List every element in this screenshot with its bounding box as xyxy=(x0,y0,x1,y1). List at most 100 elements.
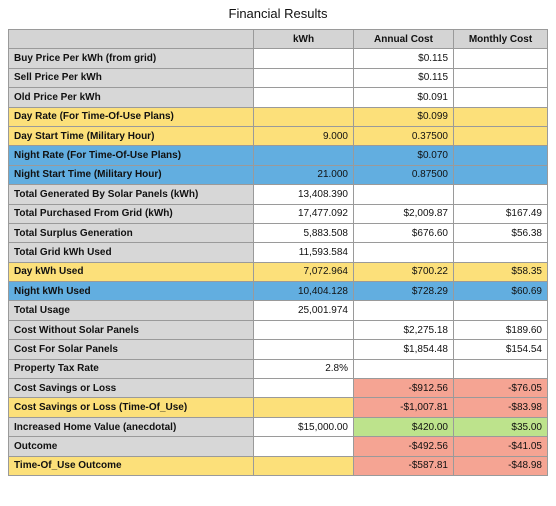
table-header-row: kWh Annual Cost Monthly Cost xyxy=(8,28,548,50)
kwh-cell: $15,000.00 xyxy=(253,416,354,438)
table-row: Cost For Solar Panels $1,854.48 $154.54 xyxy=(8,339,548,360)
row-label: Total Surplus Generation xyxy=(8,222,254,244)
row-label: Time-Of_Use Outcome xyxy=(8,455,254,476)
annual-cost-cell: $2,009.87 xyxy=(353,203,454,224)
row-label: Buy Price Per kWh (from grid) xyxy=(8,48,254,69)
annual-cost-cell: $0.091 xyxy=(353,87,454,108)
annual-cost-cell xyxy=(353,242,454,263)
monthly-cost-cell xyxy=(453,358,548,380)
row-label: Day Rate (For Time-Of-Use Plans) xyxy=(8,106,254,127)
monthly-cost-cell: $189.60 xyxy=(453,319,548,341)
table-row: Total Generated By Solar Panels (kWh) 13,… xyxy=(8,184,548,205)
page-title: Financial Results xyxy=(228,6,328,21)
annual-cost-cell: $1,854.48 xyxy=(353,339,454,360)
annual-cost-cell: -$492.56 xyxy=(353,436,454,457)
row-label: Total Purchased From Grid (kWh) xyxy=(8,203,254,224)
kwh-cell xyxy=(253,397,354,418)
kwh-cell: 7,072.964 xyxy=(253,261,354,283)
monthly-cost-cell xyxy=(453,67,548,89)
kwh-cell: 9.000 xyxy=(253,125,354,147)
row-label: Night Start Time (Military Hour) xyxy=(8,164,254,186)
annual-cost-cell: $0.115 xyxy=(353,48,454,69)
row-label: Total Generated By Solar Panels (kWh) xyxy=(8,184,254,205)
row-label: Increased Home Value (anecdotal) xyxy=(8,416,254,438)
row-label: Cost For Solar Panels xyxy=(8,339,254,360)
annual-cost-cell: $700.22 xyxy=(353,261,454,283)
kwh-cell xyxy=(253,48,354,69)
kwh-cell: 5,883.508 xyxy=(253,222,354,244)
table-row: Total Grid kWh Used 11,593.584 xyxy=(8,242,548,263)
kwh-cell xyxy=(253,106,354,127)
annual-cost-cell: 0.87500 xyxy=(353,164,454,186)
table-body: Buy Price Per kWh (from grid) $0.115 Sell … xyxy=(8,48,548,476)
monthly-cost-cell: -$48.98 xyxy=(453,455,548,476)
column-header-monthly-cost: Monthly Cost xyxy=(453,28,548,50)
row-label: Outcome xyxy=(8,436,254,457)
table-row: Old Price Per kWh $0.091 xyxy=(8,87,548,108)
table-row: Sell Price Per kWh $0.115 xyxy=(8,67,548,89)
annual-cost-cell xyxy=(353,300,454,321)
table-row: Cost Savings or Loss (Time-Of_Use) -$1,00… xyxy=(8,397,548,418)
kwh-cell xyxy=(253,455,354,476)
monthly-cost-cell: $56.38 xyxy=(453,222,548,244)
monthly-cost-cell xyxy=(453,242,548,263)
table-row: Buy Price Per kWh (from grid) $0.115 xyxy=(8,48,548,69)
column-header-kwh: kWh xyxy=(253,28,354,50)
monthly-cost-cell: $35.00 xyxy=(453,416,548,438)
financial-results-table: kWh Annual Cost Monthly Cost Buy Price P… xyxy=(8,28,548,476)
monthly-cost-cell xyxy=(453,300,548,321)
row-label: Night kWh Used xyxy=(8,281,254,302)
table-row: Cost Without Solar Panels $2,275.18 $189.6… xyxy=(8,319,548,341)
row-label: Day kWh Used xyxy=(8,261,254,283)
kwh-cell xyxy=(253,87,354,108)
row-label: Total Usage xyxy=(8,300,254,321)
monthly-cost-cell xyxy=(453,87,548,108)
row-label: Cost Without Solar Panels xyxy=(8,319,254,341)
kwh-cell: 13,408.390 xyxy=(253,184,354,205)
kwh-cell xyxy=(253,319,354,341)
table-row: Outcome -$492.56 -$41.05 xyxy=(8,436,548,457)
kwh-cell: 2.8% xyxy=(253,358,354,380)
table-row: Day Start Time (Military Hour) 9.000 0.375… xyxy=(8,125,548,147)
row-label: Old Price Per kWh xyxy=(8,87,254,108)
kwh-cell xyxy=(253,145,354,166)
row-label: Cost Savings or Loss (Time-Of_Use) xyxy=(8,397,254,418)
row-label: Total Grid kWh Used xyxy=(8,242,254,263)
row-label: Night Rate (For Time-Of-Use Plans) xyxy=(8,145,254,166)
annual-cost-cell: 0.37500 xyxy=(353,125,454,147)
kwh-cell: 25,001.974 xyxy=(253,300,354,321)
table-row: Day Rate (For Time-Of-Use Plans) $0.099 xyxy=(8,106,548,127)
kwh-cell xyxy=(253,436,354,457)
table-row: Night Start Time (Military Hour) 21.000 0.… xyxy=(8,164,548,186)
monthly-cost-cell: -$41.05 xyxy=(453,436,548,457)
annual-cost-cell: $728.29 xyxy=(353,281,454,302)
monthly-cost-cell: $58.35 xyxy=(453,261,548,283)
table-row: Total Purchased From Grid (kWh) 17,477.09… xyxy=(8,203,548,224)
annual-cost-cell: -$587.81 xyxy=(353,455,454,476)
monthly-cost-cell: $60.69 xyxy=(453,281,548,302)
annual-cost-cell: $2,275.18 xyxy=(353,319,454,341)
annual-cost-cell: $0.099 xyxy=(353,106,454,127)
kwh-cell: 17,477.092 xyxy=(253,203,354,224)
table-row: Property Tax Rate 2.8% xyxy=(8,358,548,380)
table-row: Cost Savings or Loss -$912.56 -$76.05 xyxy=(8,378,548,399)
kwh-cell xyxy=(253,67,354,89)
row-label: Sell Price Per kWh xyxy=(8,67,254,89)
monthly-cost-cell: -$76.05 xyxy=(453,378,548,399)
annual-cost-cell xyxy=(353,184,454,205)
column-header-annual-cost: Annual Cost xyxy=(353,28,454,50)
kwh-cell xyxy=(253,378,354,399)
monthly-cost-cell xyxy=(453,106,548,127)
monthly-cost-cell xyxy=(453,184,548,205)
monthly-cost-cell: $167.49 xyxy=(453,203,548,224)
row-label: Day Start Time (Military Hour) xyxy=(8,125,254,147)
table-row: Total Surplus Generation 5,883.508 $676.60… xyxy=(8,222,548,244)
annual-cost-cell: $0.070 xyxy=(353,145,454,166)
monthly-cost-cell xyxy=(453,145,548,166)
annual-cost-cell: -$1,007.81 xyxy=(353,397,454,418)
annual-cost-cell: -$912.56 xyxy=(353,378,454,399)
monthly-cost-cell xyxy=(453,48,548,69)
table-row: Night Rate (For Time-Of-Use Plans) $0.070 xyxy=(8,145,548,166)
annual-cost-cell: $676.60 xyxy=(353,222,454,244)
kwh-cell xyxy=(253,339,354,360)
